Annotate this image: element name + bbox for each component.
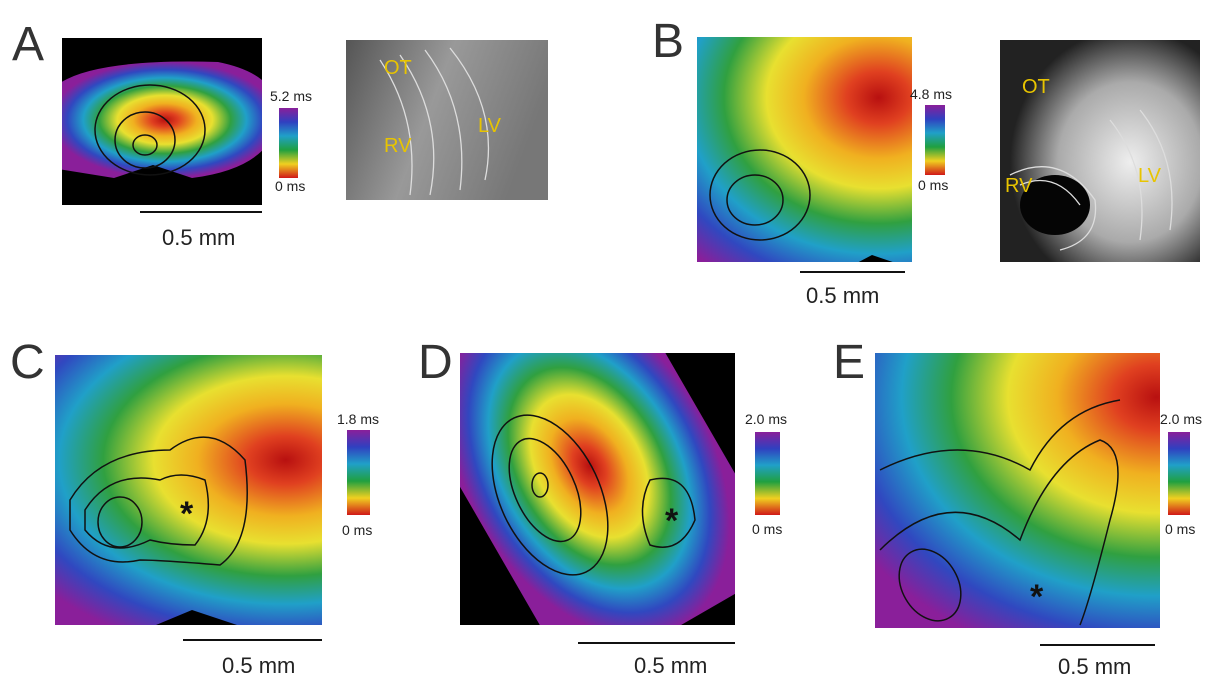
- scale-label: 0.5 mm: [222, 653, 295, 678]
- contours: [379, 47, 490, 196]
- map-surface: [62, 61, 262, 178]
- panel-label: A: [12, 18, 44, 71]
- map-surface: [460, 353, 735, 625]
- colorbar-min: 0 ms: [752, 521, 782, 537]
- scale-label: 0.5 mm: [806, 283, 879, 308]
- annotation: *: [1030, 578, 1044, 616]
- map-surface: [875, 353, 1160, 628]
- annotation: LV: [478, 115, 502, 137]
- contour: [508, 437, 582, 543]
- colorbar-min: 0 ms: [275, 178, 305, 194]
- scale-label: 0.5 mm: [1058, 654, 1131, 679]
- annotation: RV: [1005, 175, 1033, 197]
- colorbar: [347, 430, 370, 515]
- panel-label: B: [652, 15, 684, 68]
- annotation: RV: [384, 135, 412, 157]
- annotation: *: [665, 502, 679, 540]
- contour: [97, 496, 143, 548]
- map-surface: [55, 355, 322, 625]
- contour: [491, 414, 609, 576]
- colorbar-max: 2.0 ms: [1160, 411, 1202, 427]
- contour: [898, 548, 962, 622]
- colorbar-max: 4.8 ms: [910, 86, 952, 102]
- contour: [531, 472, 549, 498]
- colorbar: [279, 108, 298, 178]
- panel-b: B 4.8 ms 0 ms 0.5 mm OT RV LV: [652, 15, 1200, 308]
- colorbar-max: 5.2 ms: [270, 88, 312, 104]
- colorbar-min: 0 ms: [918, 177, 948, 193]
- panel-label: C: [10, 336, 45, 389]
- annotation: OT: [384, 57, 412, 79]
- colorbar-min: 0 ms: [1165, 521, 1195, 537]
- contour: [69, 436, 248, 566]
- annotation: OT: [1022, 76, 1050, 98]
- contours: [1009, 109, 1173, 251]
- annotation: *: [180, 495, 194, 533]
- scale-label: 0.5 mm: [634, 653, 707, 678]
- contour: [132, 134, 158, 156]
- colorbar-max: 2.0 ms: [745, 411, 787, 427]
- map-surface: [697, 37, 912, 262]
- photo: [346, 40, 548, 200]
- panel-label: D: [418, 336, 453, 389]
- colorbar-max: 1.8 ms: [337, 411, 379, 427]
- colorbar: [755, 432, 780, 515]
- annotation: LV: [1138, 165, 1162, 187]
- panel-c: C * 1.8 ms 0 ms 0.5 mm: [10, 336, 379, 678]
- panel-d: D * 2.0 ms 0 ms 0.5 mm: [418, 336, 787, 678]
- contour: [94, 84, 206, 176]
- colorbar: [1168, 432, 1190, 515]
- panel-label: E: [833, 336, 865, 389]
- scale-label: 0.5 mm: [162, 225, 235, 250]
- contour: [114, 111, 176, 169]
- colorbar: [925, 105, 945, 175]
- colorbar-min: 0 ms: [342, 522, 372, 538]
- panel-a: A 5.2 ms 0 ms 0.5 mm OT RV LV: [12, 18, 548, 250]
- contour: [709, 149, 811, 241]
- panel-e: E * 2.0 ms 0 ms 0.5 mm: [833, 336, 1202, 679]
- contour: [879, 439, 1119, 626]
- contour: [84, 474, 210, 549]
- contour: [879, 399, 1121, 472]
- contour: [726, 174, 784, 226]
- photo-shadow: [1020, 175, 1090, 235]
- contour: [641, 477, 696, 548]
